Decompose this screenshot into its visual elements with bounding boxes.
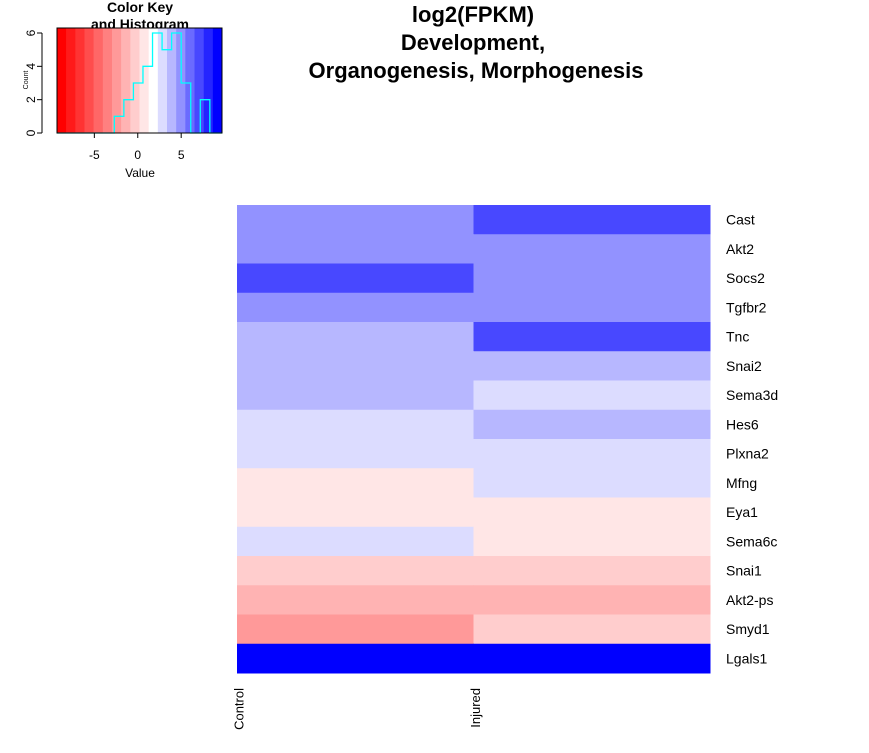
heatmap-cell [473,643,711,674]
row-label: Snai1 [726,563,762,579]
color-key-y-tick-label: 2 [24,96,38,103]
color-key-band [139,28,149,133]
color-key-band [66,28,76,133]
row-label: Tgfbr2 [726,299,767,315]
color-key-bands [57,28,223,133]
color-key-band [130,28,140,133]
heatmap-cell [237,322,474,352]
heatmap-cell [237,556,474,586]
color-key-x-axis: -5 0 5 [89,133,185,162]
color-key-band [185,28,195,133]
heatmap-cell [473,205,711,235]
heatmap-cell [473,526,711,557]
heatmap-cell [473,263,711,294]
heatmap-cell [237,585,474,615]
color-key-band [57,28,67,133]
row-label: Sema3d [726,387,778,403]
color-key-band [93,28,104,133]
color-key-y-axis: 0 2 4 6 [24,29,43,136]
title-line-1: log2(FPKM) [412,2,534,27]
color-key-band [112,28,122,133]
row-label: Tnc [726,329,749,345]
heatmap-cell [237,497,474,528]
heatmap-cell [237,205,474,235]
color-key-xlabel: Value [125,166,155,180]
color-key-band [84,28,94,133]
heatmap-cells [237,205,711,674]
heatmap-cell [473,556,711,586]
row-label: Smyd1 [726,621,770,637]
title-line-2: Development, [401,30,545,55]
row-label: Mfng [726,475,757,491]
heatmap-cell [237,292,474,323]
color-key-x-tick-label: 5 [178,148,185,162]
title-line-3: Organogenesis, Morphogenesis [309,58,644,83]
heatmap-cell [473,497,711,528]
color-key-y-tick-label: 0 [24,129,38,136]
column-labels: Control Injured [231,688,483,730]
color-key-x-tick-label: 0 [134,148,141,162]
color-key-y-tick-label: 4 [24,63,38,70]
heatmap-cell [237,380,474,411]
row-label: Akt2 [726,241,754,257]
heatmap-cell [237,234,474,264]
color-key-frame [56,27,223,134]
column-label: Control [231,688,246,730]
heatmap-cell [473,292,711,323]
heatmap-cell [473,322,711,352]
heatmap-cell [237,439,474,469]
color-key-band [157,28,168,133]
main-title: log2(FPKM) Development, Organogenesis, M… [309,2,644,83]
heatmap-cell [237,351,474,381]
heatmap-cell [237,614,474,645]
heatmap-cell [237,468,474,498]
color-key-band [75,28,85,133]
column-label: Injured [468,688,483,728]
color-key-band [194,28,204,133]
color-key-y-tick-label: 6 [24,29,38,36]
row-labels: Cast Akt2 Socs2 Tgfbr2 Tnc Snai2 Sema3d Hes6 Plx… [726,212,778,667]
heatmap-cell [473,439,711,469]
color-key-title-line-1: Color Key [107,0,173,15]
row-label: Cast [726,212,755,228]
color-key-band [102,28,113,133]
heatmap-cell [237,409,474,440]
color-key-x-tick-label: -5 [89,148,100,162]
row-label: Plxna2 [726,446,769,462]
row-label: Snai2 [726,358,762,374]
heatmap-cell [237,526,474,557]
row-label: Eya1 [726,504,758,520]
color-key-band [121,28,131,133]
color-key-band [212,28,223,133]
heatmap-cell [473,468,711,498]
row-label: Hes6 [726,416,759,432]
heatmap-cell [473,614,711,645]
row-label: Sema6c [726,533,777,549]
heatmap-cell [473,409,711,440]
heatmap-cell [473,585,711,615]
row-label: Socs2 [726,270,765,286]
heatmap-cell [473,234,711,264]
color-key-band [203,28,214,133]
heatmap-cell [473,380,711,411]
heatmap-cell [237,643,474,674]
color-key-ylabel: Count [23,71,30,90]
heatmap-cell [237,263,474,294]
color-key-band [148,28,159,133]
color-key-band [167,28,177,133]
heatmap-cell [473,351,711,381]
row-label: Akt2-ps [726,592,773,608]
row-label: Lgals1 [726,650,767,666]
